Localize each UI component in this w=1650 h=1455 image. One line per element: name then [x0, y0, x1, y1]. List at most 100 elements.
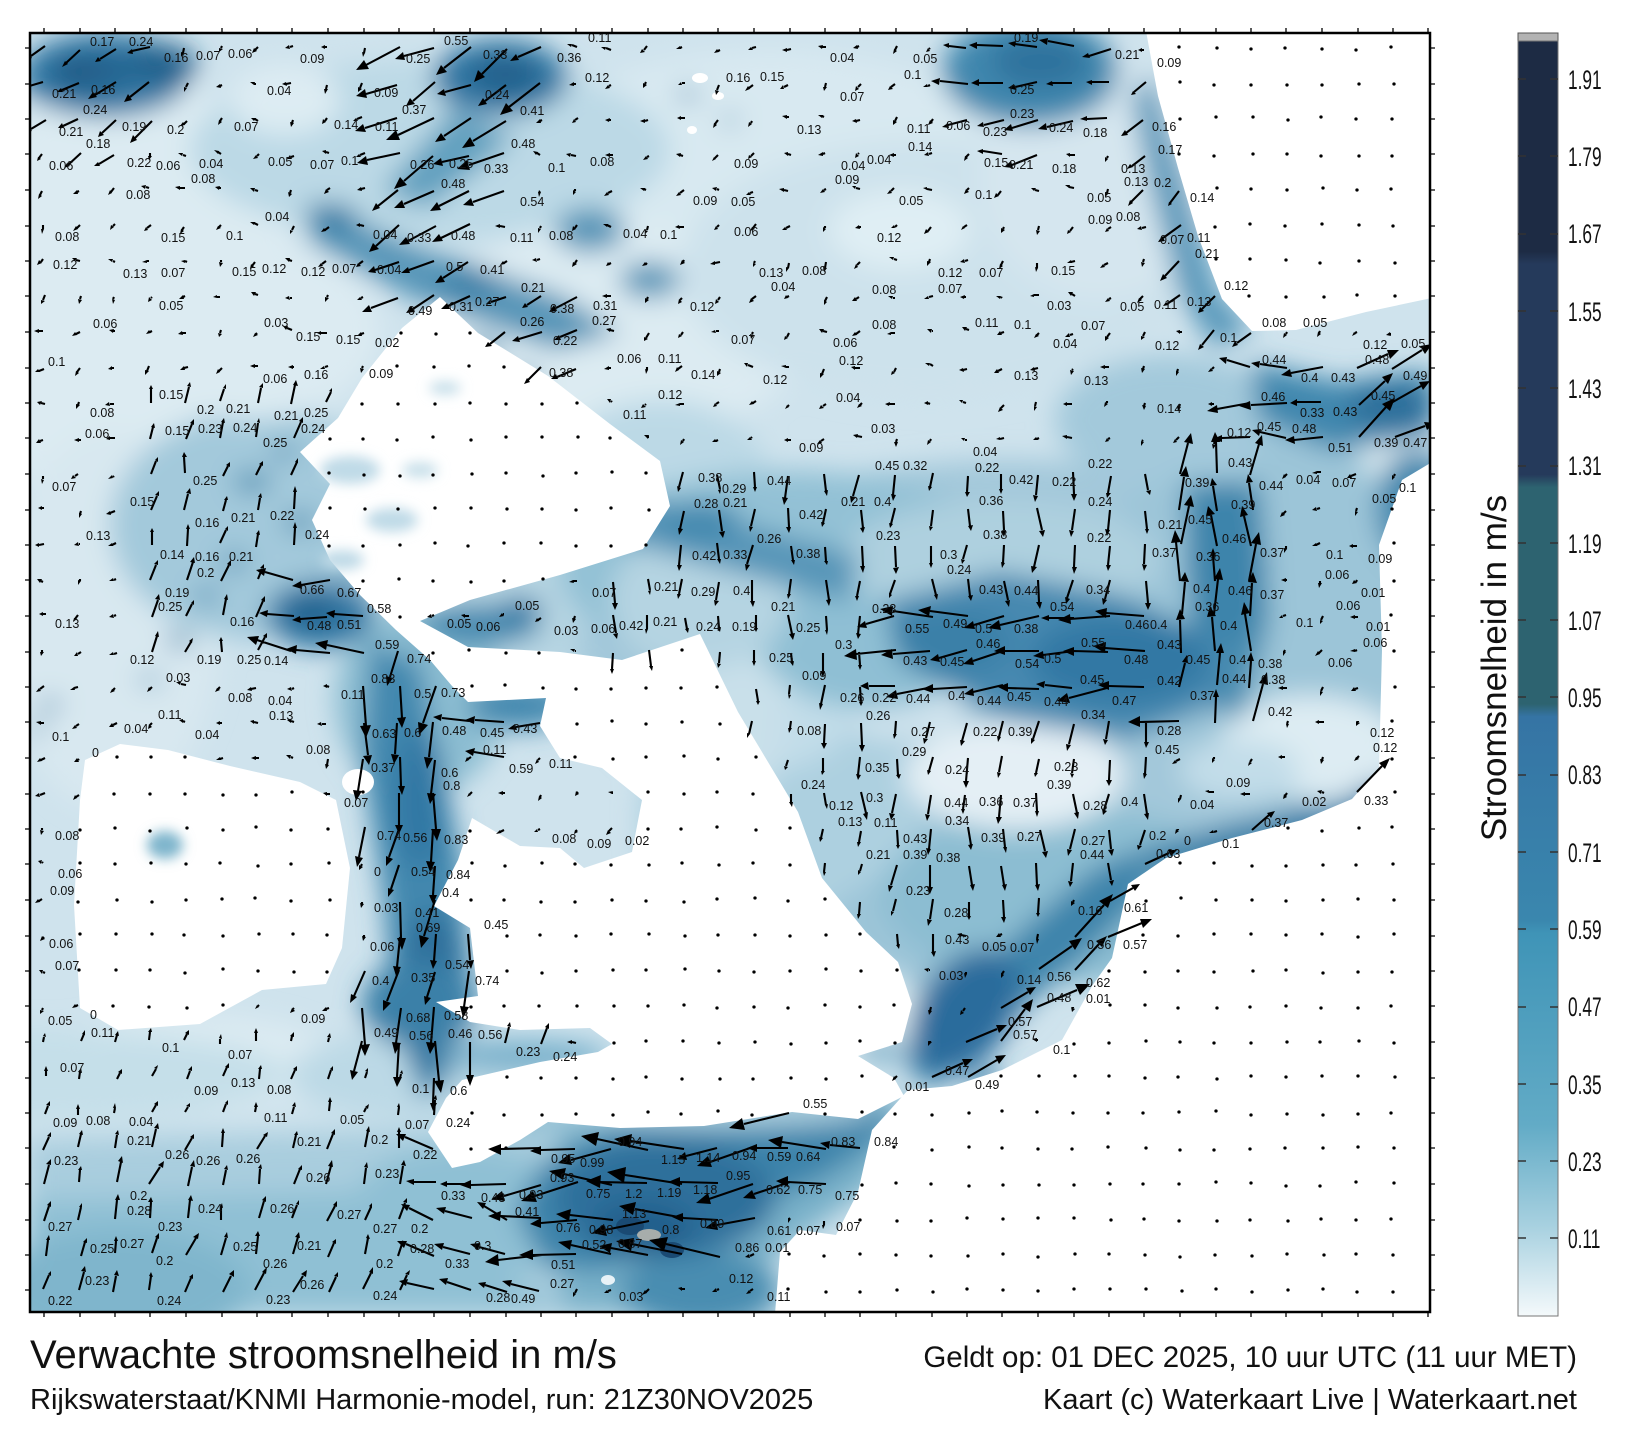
svg-text:0.26: 0.26 [840, 691, 864, 705]
svg-text:0.27: 0.27 [592, 314, 616, 328]
svg-text:0.34: 0.34 [1081, 708, 1105, 722]
svg-text:0.01: 0.01 [905, 1080, 929, 1094]
svg-text:0.05: 0.05 [48, 1014, 72, 1028]
svg-text:0.45: 0.45 [1080, 673, 1104, 687]
svg-text:0.45: 0.45 [1371, 389, 1395, 403]
svg-text:0.06: 0.06 [85, 427, 109, 441]
svg-text:0.44: 0.44 [1080, 848, 1104, 862]
svg-text:0.13: 0.13 [759, 266, 783, 280]
svg-text:0.26: 0.26 [866, 709, 890, 723]
svg-text:0.05: 0.05 [340, 1113, 364, 1127]
svg-text:0.04: 0.04 [124, 722, 148, 736]
svg-text:0.1: 0.1 [162, 1041, 179, 1055]
svg-text:0.56: 0.56 [409, 1029, 433, 1043]
svg-text:0.18: 0.18 [1083, 126, 1107, 140]
svg-text:0.28: 0.28 [1083, 799, 1107, 813]
svg-text:0.07: 0.07 [344, 796, 368, 810]
svg-text:0.24: 0.24 [373, 1289, 397, 1303]
svg-text:0.54: 0.54 [445, 958, 469, 972]
svg-text:0.22: 0.22 [48, 1294, 72, 1308]
svg-text:0.11: 0.11 [341, 688, 364, 702]
svg-text:0.08: 0.08 [306, 743, 330, 757]
svg-text:0.44: 0.44 [1259, 479, 1283, 493]
svg-text:0.08: 0.08 [549, 229, 573, 243]
svg-text:0.38: 0.38 [1014, 622, 1038, 636]
svg-text:0.1: 0.1 [660, 228, 677, 242]
svg-text:0.03: 0.03 [374, 901, 398, 915]
svg-text:0.24: 0.24 [446, 1116, 470, 1130]
svg-text:0.31: 0.31 [593, 299, 617, 313]
svg-text:0.46: 0.46 [1222, 532, 1246, 546]
svg-text:0.09: 0.09 [734, 157, 758, 171]
svg-text:0.39: 0.39 [1374, 436, 1398, 450]
svg-text:0.27: 0.27 [337, 1208, 361, 1222]
svg-text:0.12: 0.12 [1373, 741, 1397, 755]
svg-text:0.13: 0.13 [269, 709, 293, 723]
svg-text:0.11: 0.11 [264, 1111, 287, 1125]
svg-text:0.45: 0.45 [1257, 420, 1281, 434]
svg-text:0.09: 0.09 [1226, 776, 1250, 790]
svg-text:0.07: 0.07 [228, 1048, 252, 1062]
svg-text:0: 0 [92, 746, 99, 760]
svg-text:0.06: 0.06 [1328, 656, 1352, 670]
svg-text:0.03: 0.03 [166, 671, 190, 685]
svg-text:0.22: 0.22 [1088, 457, 1112, 471]
svg-text:0.2: 0.2 [376, 1257, 393, 1271]
svg-text:0.4: 0.4 [948, 689, 965, 703]
svg-text:0.67: 0.67 [337, 586, 361, 600]
svg-text:0.25: 0.25 [263, 436, 287, 450]
svg-text:0.16: 0.16 [91, 83, 115, 97]
svg-text:0.37: 0.37 [371, 761, 395, 775]
svg-text:0.46: 0.46 [976, 637, 1000, 651]
svg-text:0.1: 0.1 [975, 188, 992, 202]
svg-text:0.1: 0.1 [904, 68, 921, 82]
svg-text:0.43: 0.43 [1228, 456, 1252, 470]
svg-text:0.11: 0.11 [91, 1026, 114, 1040]
svg-text:0.07: 0.07 [310, 158, 334, 172]
svg-text:0.44: 0.44 [1014, 584, 1038, 598]
svg-text:0.04: 0.04 [1296, 473, 1320, 487]
svg-text:0.08: 0.08 [267, 1083, 291, 1097]
svg-text:0.23: 0.23 [85, 1274, 109, 1288]
svg-text:0.11: 0.11 [874, 816, 897, 830]
svg-text:0.8: 0.8 [662, 1223, 679, 1237]
svg-text:0.42: 0.42 [1268, 705, 1292, 719]
svg-text:0.54: 0.54 [520, 195, 544, 209]
svg-text:0.37: 0.37 [1013, 796, 1037, 810]
svg-text:0.14: 0.14 [1157, 402, 1181, 416]
svg-text:0.09: 0.09 [374, 86, 398, 100]
svg-text:0.15: 0.15 [336, 333, 360, 347]
svg-text:0.12: 0.12 [301, 265, 325, 279]
svg-text:0.11: 0.11 [1154, 298, 1177, 312]
svg-text:0.03: 0.03 [871, 422, 895, 436]
svg-text:0.11: 0.11 [767, 1290, 790, 1304]
svg-text:0.58: 0.58 [367, 602, 391, 616]
svg-text:0.37: 0.37 [1260, 588, 1284, 602]
svg-text:0.31: 0.31 [449, 300, 473, 314]
svg-text:0.44: 0.44 [1262, 353, 1286, 367]
svg-text:0.57: 0.57 [1008, 1015, 1032, 1029]
svg-text:0.39: 0.39 [981, 831, 1005, 845]
svg-text:0.23: 0.23 [872, 602, 896, 616]
svg-text:0.06: 0.06 [833, 336, 857, 350]
svg-text:0.13: 0.13 [1187, 295, 1211, 309]
svg-text:0.14: 0.14 [691, 368, 715, 382]
svg-text:0.36: 0.36 [1196, 550, 1220, 564]
svg-text:0.06: 0.06 [734, 225, 758, 239]
svg-text:0.15: 0.15 [161, 231, 185, 245]
svg-text:0.47: 0.47 [1112, 694, 1136, 708]
svg-text:0.04: 0.04 [268, 694, 292, 708]
svg-text:0.95: 0.95 [726, 1169, 750, 1183]
svg-text:0.27: 0.27 [550, 1277, 574, 1291]
svg-text:0.13: 0.13 [1084, 374, 1108, 388]
svg-text:0.07: 0.07 [196, 49, 220, 63]
svg-text:0.01: 0.01 [1086, 992, 1110, 1006]
svg-text:0.07: 0.07 [55, 959, 79, 973]
svg-text:0.05: 0.05 [1303, 316, 1327, 330]
svg-text:0.24: 0.24 [301, 422, 325, 436]
svg-text:0.12: 0.12 [690, 300, 714, 314]
svg-text:0.04: 0.04 [195, 728, 219, 742]
svg-text:1.55: 1.55 [1568, 296, 1602, 327]
svg-text:0.26: 0.26 [520, 315, 544, 329]
svg-text:0.27: 0.27 [1081, 834, 1105, 848]
